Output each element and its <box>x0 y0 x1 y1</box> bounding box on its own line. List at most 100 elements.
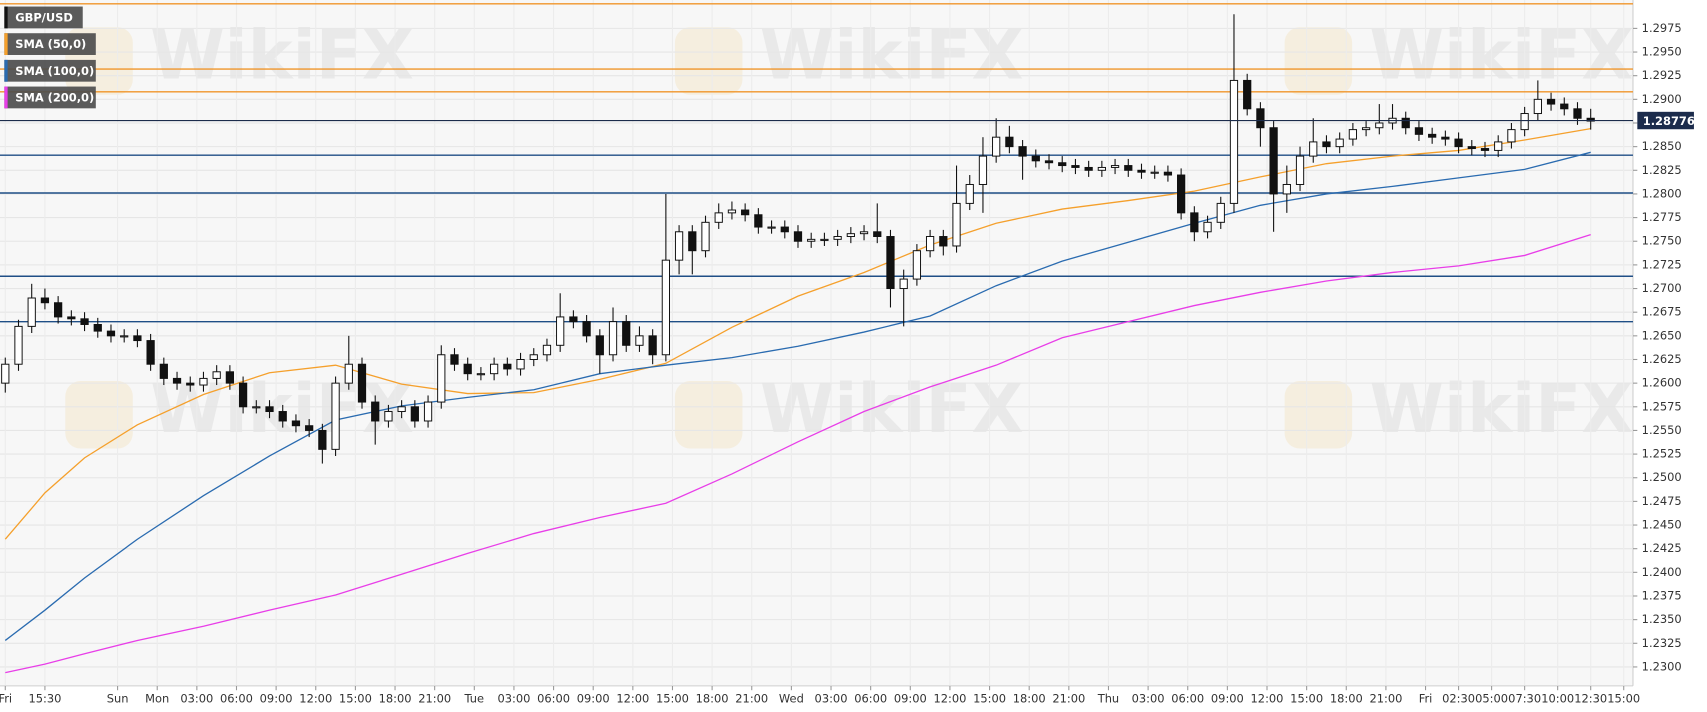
candle-body <box>978 155 988 185</box>
candle-body <box>1282 183 1291 195</box>
x-tick-label: 15:00 <box>339 691 372 705</box>
y-tick-label: 1.2350 <box>1642 612 1682 626</box>
candle-body <box>1309 141 1318 157</box>
x-tick-label: 06:00 <box>537 691 570 705</box>
candle-body <box>450 354 459 365</box>
legend-label: SMA (200,0) <box>15 90 94 104</box>
candle-body <box>569 316 578 323</box>
y-tick-label: 1.2825 <box>1642 163 1682 177</box>
candle-body <box>1071 165 1080 168</box>
x-tick-label: 06:00 <box>220 691 253 705</box>
x-tick-label: 15:00 <box>1290 691 1323 705</box>
candle-body <box>1269 127 1278 195</box>
candle-body <box>305 425 314 431</box>
x-tick-label: 06:00 <box>1171 691 1204 705</box>
candle-body <box>371 401 380 422</box>
candle-body <box>40 297 50 304</box>
x-tick-label: 12:30 <box>1574 691 1607 705</box>
x-tick-label: 21:00 <box>1052 691 1085 705</box>
candle-body <box>807 238 816 242</box>
x-tick-label: 05:00 <box>1475 691 1508 705</box>
candle-body <box>1084 166 1093 171</box>
candle-body <box>754 214 763 228</box>
candle-body <box>635 335 644 346</box>
x-tick-label: 18:00 <box>696 691 729 705</box>
legend-swatch <box>4 86 8 109</box>
candle-body <box>503 363 512 370</box>
y-tick-label: 1.2400 <box>1642 565 1682 579</box>
candle-body <box>423 401 433 422</box>
candle-body <box>674 231 684 261</box>
candle-body <box>146 340 155 365</box>
watermark: WikiFX <box>760 15 1024 94</box>
x-tick-label: 03:00 <box>497 691 530 705</box>
sma-line <box>4 128 1591 540</box>
candle-body <box>1203 221 1212 233</box>
candle-body <box>1441 136 1450 140</box>
legend-swatch <box>4 6 8 29</box>
x-tick-label: 21:00 <box>1369 691 1402 705</box>
candle-body <box>1150 171 1159 174</box>
candle-body <box>873 231 882 238</box>
candle-body <box>1058 162 1067 167</box>
candle-body <box>1401 117 1410 129</box>
candle-body <box>992 136 1001 157</box>
x-tick-label: 18:00 <box>1013 691 1046 705</box>
candle-body <box>1573 108 1582 119</box>
watermark-logo <box>674 381 743 449</box>
candle-body <box>595 335 604 356</box>
watermark: WikiFX <box>150 369 414 448</box>
legend-swatch <box>4 33 8 55</box>
x-tick-label: 21:00 <box>735 691 768 705</box>
x-tick-label: 09:00 <box>894 691 927 705</box>
candle-body <box>1546 98 1556 105</box>
candle-body <box>278 411 287 422</box>
candle-body <box>1177 174 1186 214</box>
y-tick-label: 1.2450 <box>1642 518 1682 532</box>
candle-body <box>556 316 565 346</box>
y-tick-label: 1.2325 <box>1642 636 1682 650</box>
candle-body <box>1520 113 1529 131</box>
candle-body <box>1243 79 1252 110</box>
candle-body <box>27 297 36 327</box>
candle-body <box>846 233 855 238</box>
candle-body <box>1190 212 1199 233</box>
candle-body <box>912 250 922 280</box>
y-tick-label: 1.2675 <box>1642 305 1682 319</box>
x-tick-label: 10:00 <box>1541 691 1574 705</box>
candle-body <box>608 321 618 356</box>
candle-body <box>1507 129 1516 143</box>
y-tick-label: 1.2775 <box>1642 210 1682 224</box>
candle-body <box>1494 141 1503 151</box>
watermark-logo <box>1284 27 1353 95</box>
candle-body <box>212 371 221 379</box>
candle-body <box>965 183 974 204</box>
candle-body <box>93 323 102 332</box>
candle-body <box>1044 160 1054 164</box>
candle-body <box>265 406 274 413</box>
y-tick-label: 1.2300 <box>1642 659 1682 673</box>
legend-box <box>4 6 83 29</box>
candle-body <box>1163 171 1173 176</box>
candle-body <box>1375 122 1384 129</box>
candle-body <box>780 226 789 233</box>
candle-body <box>397 406 406 413</box>
candle-body <box>727 209 737 214</box>
candle-body <box>410 406 419 422</box>
watermark-logo <box>1284 381 1353 449</box>
candle-body <box>1295 155 1305 185</box>
x-tick-label: 06:00 <box>854 691 887 705</box>
x-tick-label: Sun <box>107 691 129 705</box>
x-tick-label: 09:00 <box>1211 691 1244 705</box>
candle-body <box>252 406 261 409</box>
x-tick-label: 15:30 <box>28 691 61 705</box>
x-tick-label: 03:00 <box>1132 691 1165 705</box>
candle-body <box>291 420 301 427</box>
last-price-label: 1.28776 <box>1643 114 1695 128</box>
y-tick-label: 1.2950 <box>1642 45 1682 59</box>
candle-body <box>1467 146 1476 150</box>
candle-body <box>701 221 710 252</box>
candle-body <box>820 238 829 241</box>
legend-box <box>4 33 96 55</box>
candle-body <box>1110 165 1120 168</box>
